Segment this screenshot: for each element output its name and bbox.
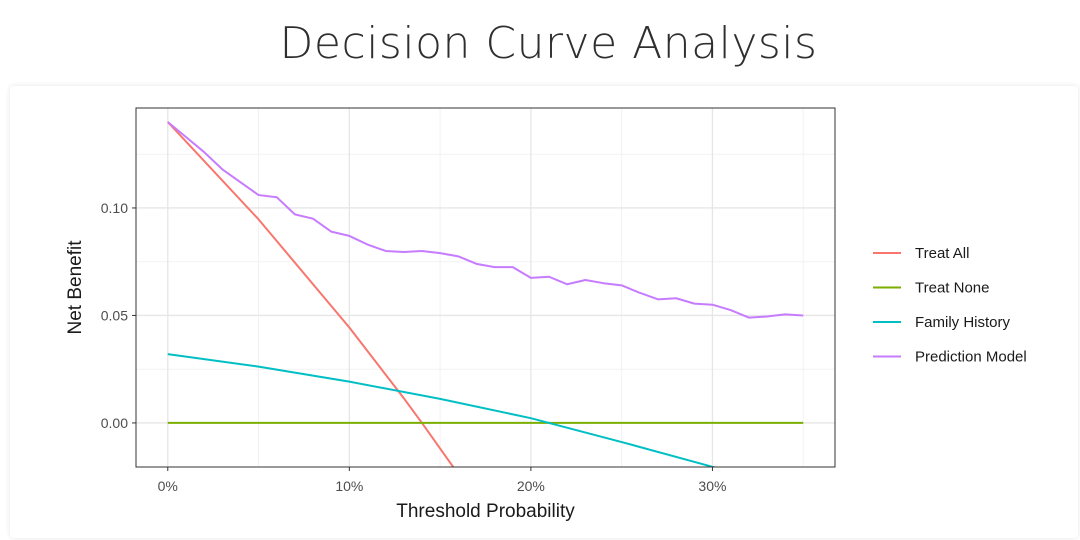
legend-label-treat-all: Treat All	[915, 245, 969, 262]
y-tick-label: 0.05	[101, 307, 128, 323]
series-line-family-history	[167, 353, 718, 467]
series-line-treat-all	[167, 121, 455, 467]
series-line-prediction-model	[167, 121, 804, 319]
slide-title: Decision Curve Analysis	[279, 18, 818, 69]
series-layer	[167, 121, 804, 467]
x-tick-label: 10%	[335, 478, 363, 494]
tick-layer: 0% 10% 20% 30% 0.00 0.05 0.10	[101, 200, 727, 494]
legend-label-prediction-model: Prediction Model	[915, 349, 1027, 366]
grid-layer	[136, 108, 835, 467]
x-tick-label: 20%	[517, 478, 545, 494]
x-axis-title: Threshold Probability	[396, 501, 575, 522]
y-axis-title: Net Benefit	[65, 240, 86, 335]
x-tick-label: 30%	[698, 478, 726, 494]
y-tick-label: 0.10	[101, 200, 128, 216]
y-tick-label: 0.00	[101, 415, 128, 431]
legend-label-family-history: Family History	[915, 314, 1011, 331]
legend-label-treat-none: Treat None	[915, 280, 989, 297]
legend: Treat All Treat None Family History Predict…	[873, 245, 1027, 366]
x-tick-label: 0%	[158, 478, 178, 494]
plot-panel-border	[135, 107, 836, 468]
chart-card	[10, 86, 1078, 538]
